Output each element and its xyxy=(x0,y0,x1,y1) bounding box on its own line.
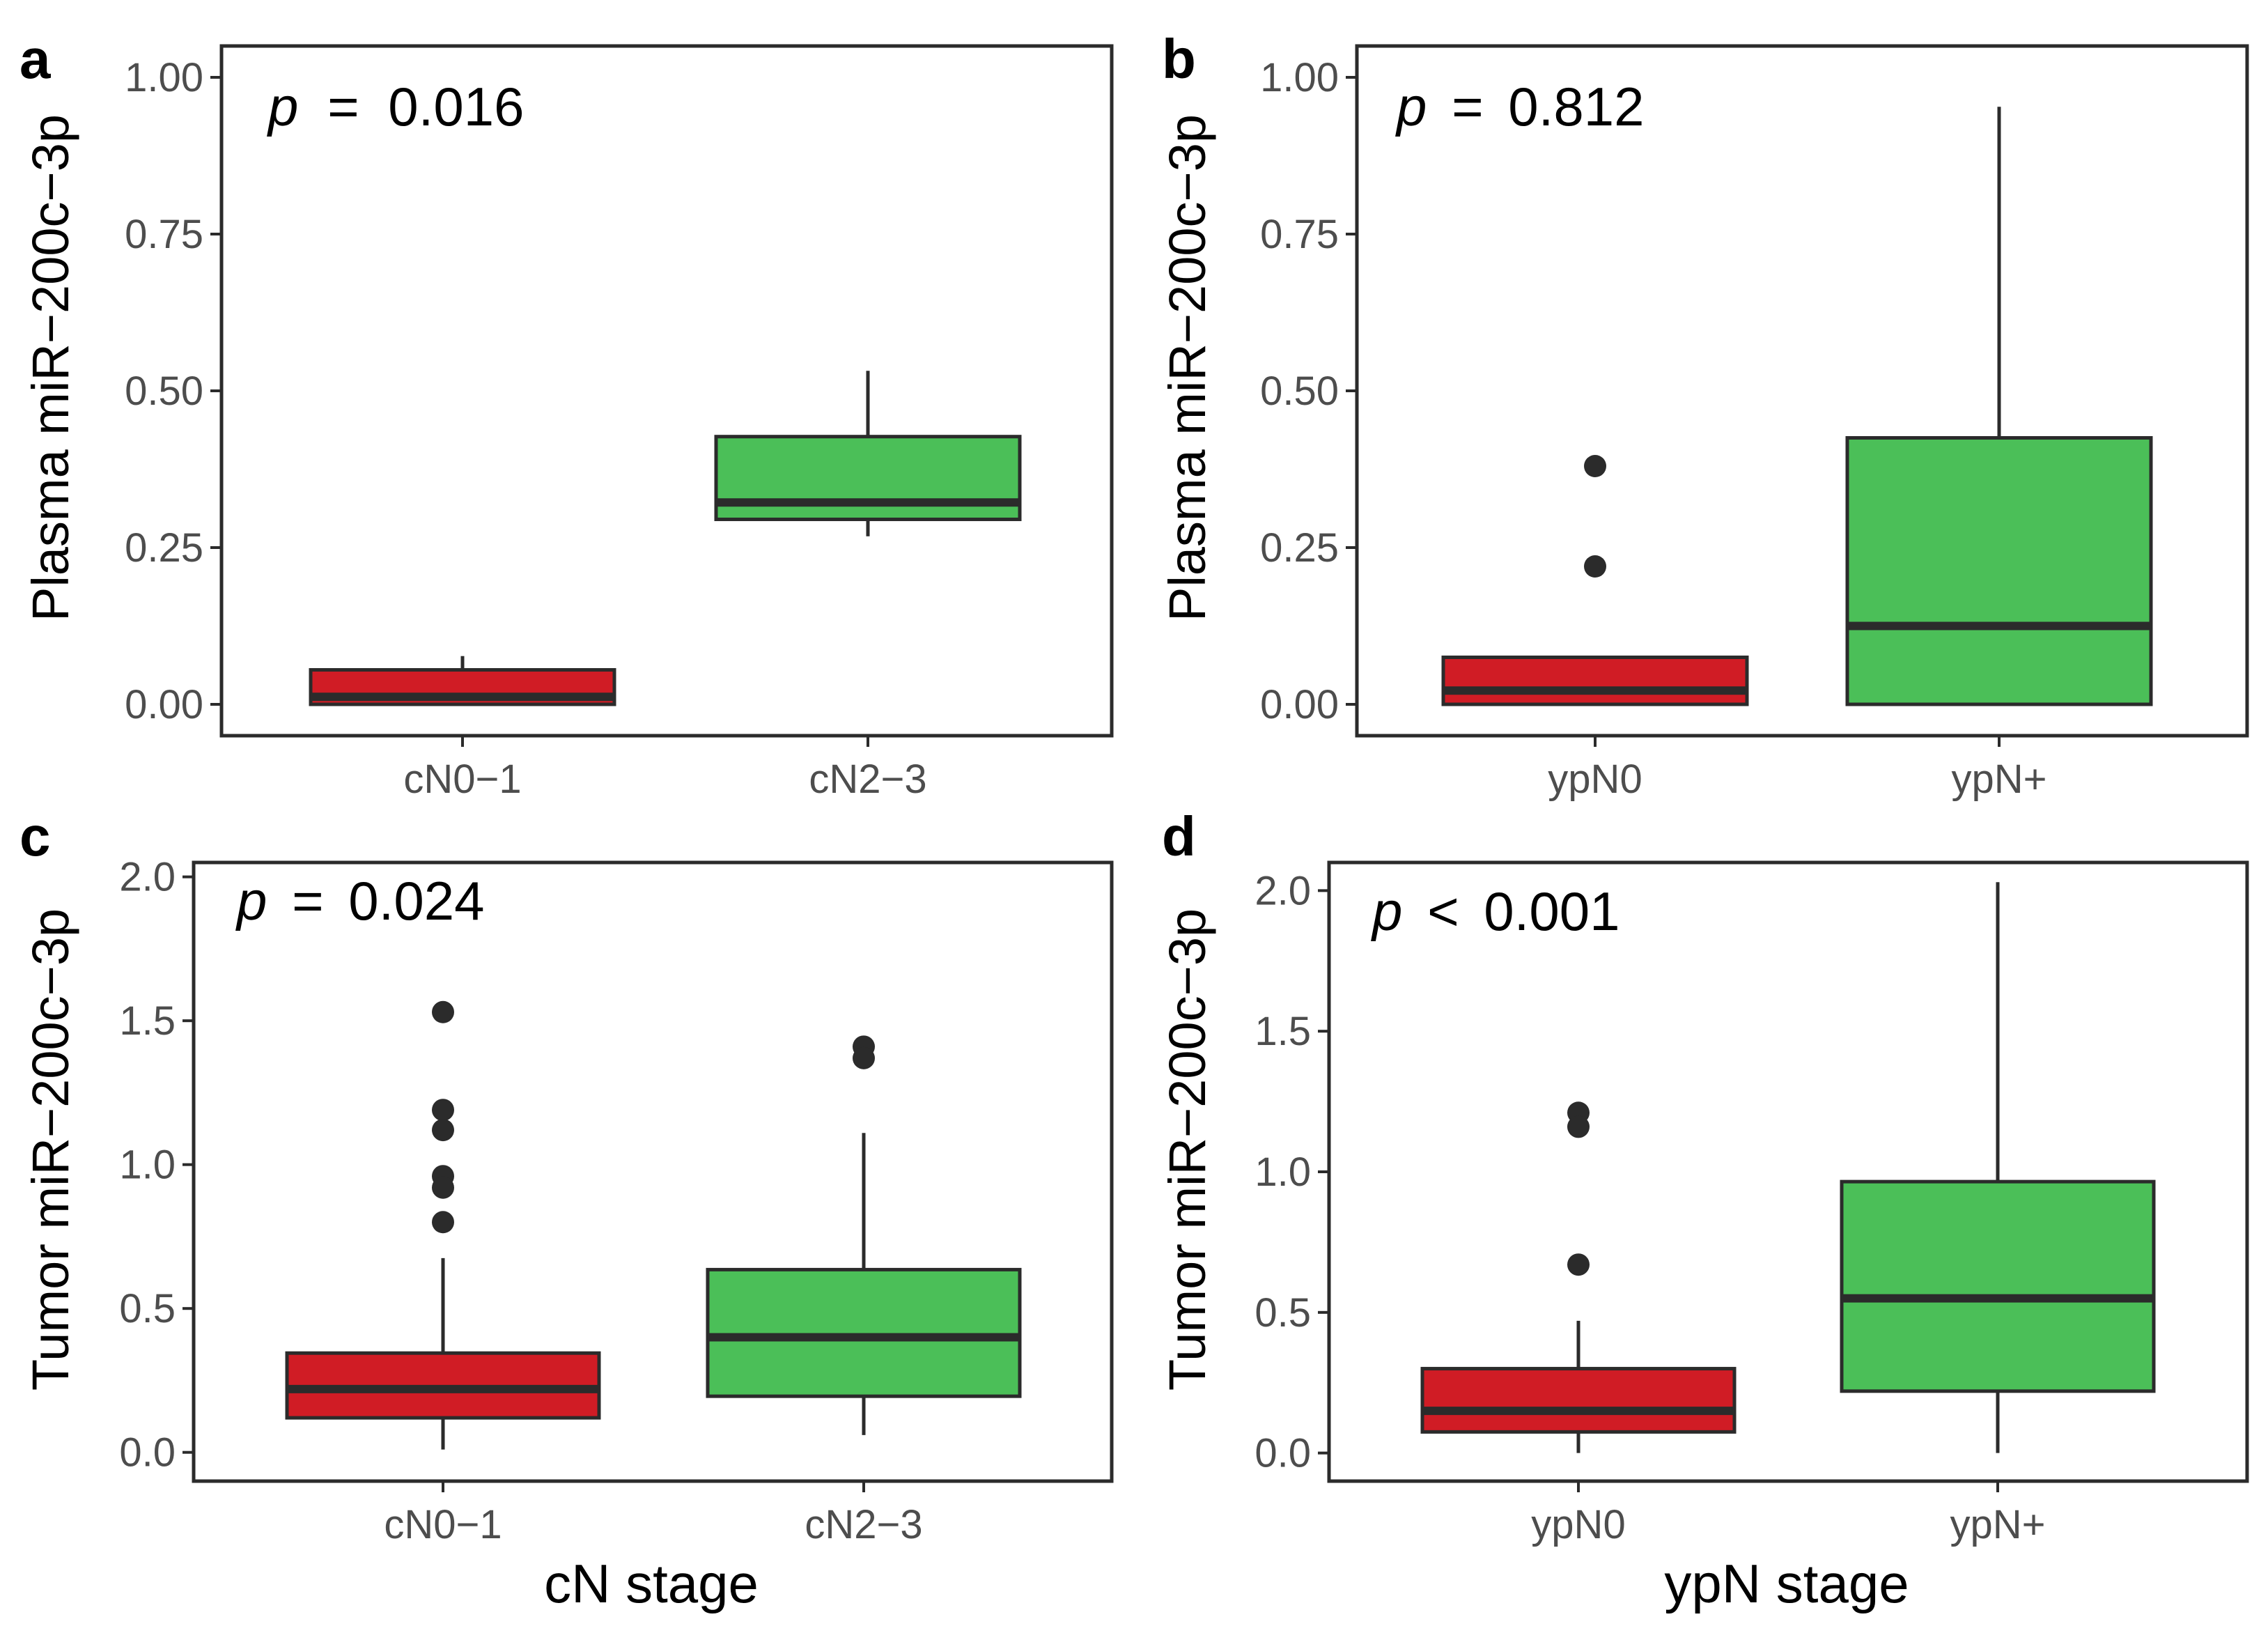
y-tick-label-c-3: 1.5 xyxy=(119,998,176,1044)
outlier-point-d-0-2 xyxy=(1567,1253,1590,1276)
box-c-1 xyxy=(706,1267,1022,1398)
x-axis-title-c: cN stage xyxy=(544,1553,759,1614)
panel-letter-a: a xyxy=(20,28,51,90)
y-axis-label-a: Plasma miR−200c−3p xyxy=(22,114,79,621)
y-tick-label-a-0: 0.00 xyxy=(125,682,203,727)
outlier-point-c-0-5 xyxy=(432,1211,454,1234)
outlier-point-c-0-2 xyxy=(432,1119,454,1142)
panel-letter-b: b xyxy=(1162,28,1196,90)
y-axis-label-c: Tumor miR−200c−3p xyxy=(22,908,79,1391)
p-value-c: p = 0.024 xyxy=(235,870,485,931)
outlier-point-d-0-1 xyxy=(1567,1115,1590,1138)
y-tick-label-b-2: 0.50 xyxy=(1260,369,1339,414)
y-tick-label-d-1: 0.5 xyxy=(1255,1290,1311,1336)
x-tick-label-b-0: ypN0 xyxy=(1548,757,1642,802)
plot-area-b: 0.00 0.25 0.50 0.75 1.00 ypN0 ypN+ xyxy=(1260,44,2249,802)
panel-frame-a xyxy=(219,44,1114,738)
box-a-1 xyxy=(714,435,1022,522)
y-tick-label-a-4: 1.00 xyxy=(125,55,203,100)
outlier-point-b-0-1 xyxy=(1584,555,1606,578)
box-d-0 xyxy=(1420,1367,1737,1434)
panel-d: d Tumor miR−200c−3p 0.0 0.5 1.0 1.5 2.0 ypN0 y… xyxy=(1158,805,2249,1614)
outlier-point-c-0-4 xyxy=(432,1176,454,1199)
y-axis-label-b: Plasma miR−200c−3p xyxy=(1158,114,1216,621)
x-tick-label-a-1: cN2−3 xyxy=(809,757,926,802)
x-tick-label-c-0: cN0−1 xyxy=(384,1502,502,1547)
y-tick-label-d-4: 2.0 xyxy=(1255,868,1311,913)
y-tick-label-a-2: 0.50 xyxy=(125,369,203,414)
y-tick-label-c-0: 0.0 xyxy=(119,1430,176,1476)
y-tick-label-b-3: 0.75 xyxy=(1260,212,1339,257)
plot-area-a: 0.00 0.25 0.50 0.75 1.00 cN0−1 cN2−3 xyxy=(125,44,1114,802)
y-tick-label-a-1: 0.25 xyxy=(125,525,203,571)
outlier-point-c-1-1 xyxy=(853,1046,875,1069)
panel-c: c Tumor miR−200c−3p 0.0 0.5 1.0 1.5 2.0 cN0−1… xyxy=(20,805,1114,1614)
p-value-b: p = 0.812 xyxy=(1395,76,1645,137)
x-tick-label-b-1: ypN+ xyxy=(1951,757,2046,802)
plot-area-c: 0.0 0.5 1.0 1.5 2.0 cN0−1 cN2−3 xyxy=(119,855,1114,1547)
y-tick-label-c-2: 1.0 xyxy=(119,1143,176,1188)
y-tick-label-d-0: 0.0 xyxy=(1255,1431,1311,1476)
panel-letter-d: d xyxy=(1162,805,1196,867)
outlier-point-c-0-1 xyxy=(432,1099,454,1122)
y-tick-label-b-0: 0.00 xyxy=(1260,682,1339,727)
box-d-1 xyxy=(1840,1179,2156,1393)
x-tick-label-c-1: cN2−3 xyxy=(805,1502,922,1547)
panel-frame-c xyxy=(192,860,1114,1483)
x-axis-title-d: ypN stage xyxy=(1664,1553,1909,1614)
x-tick-label-d-1: ypN+ xyxy=(1950,1502,2045,1547)
panel-letter-c: c xyxy=(20,805,51,867)
outlier-point-c-0-0 xyxy=(432,1000,454,1023)
plot-area-d: 0.0 0.5 1.0 1.5 2.0 ypN0 ypN+ xyxy=(1255,860,2249,1547)
y-tick-label-c-1: 0.5 xyxy=(119,1286,176,1331)
y-tick-label-b-1: 0.25 xyxy=(1260,525,1339,571)
y-tick-label-b-4: 1.00 xyxy=(1260,55,1339,100)
y-tick-label-a-3: 0.75 xyxy=(125,212,203,257)
box-b-1 xyxy=(1845,436,2153,706)
panel-b: b Plasma miR−200c−3p 0.00 0.25 0.50 0.75 1.0… xyxy=(1158,28,2249,802)
box-b-0 xyxy=(1441,656,1749,706)
p-value-a: p = 0.016 xyxy=(267,76,525,137)
y-tick-label-c-4: 2.0 xyxy=(119,855,176,900)
outlier-point-b-0-0 xyxy=(1584,455,1606,477)
y-tick-label-d-3: 1.5 xyxy=(1255,1009,1311,1054)
x-tick-label-d-0: ypN0 xyxy=(1531,1502,1625,1547)
panel-a: a Plasma miR−200c−3p 0.00 0.25 0.50 0.75 1.0… xyxy=(20,28,1114,802)
x-tick-label-a-0: cN0−1 xyxy=(403,757,521,802)
y-axis-label-d: Tumor miR−200c−3p xyxy=(1158,908,1216,1391)
y-tick-label-d-2: 1.0 xyxy=(1255,1150,1311,1195)
p-value-d: p < 0.001 xyxy=(1371,881,1620,942)
